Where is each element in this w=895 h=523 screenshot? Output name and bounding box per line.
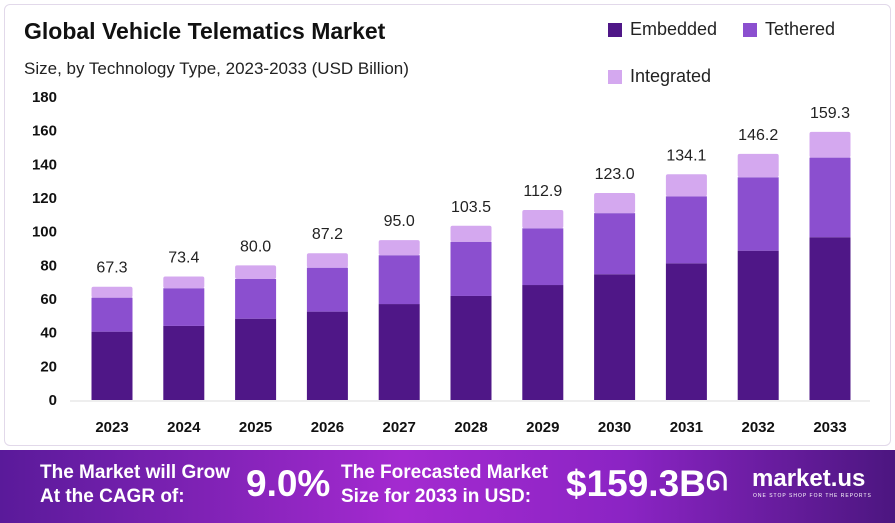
x-tick-label: 2025 (239, 419, 272, 436)
bar-segment-integrated (737, 153, 779, 178)
bar-segment-embedded (522, 285, 564, 400)
bar-segment-integrated (809, 131, 851, 158)
bar-segment-tethered (378, 255, 420, 305)
brand-name: market.us (752, 465, 866, 492)
y-tick-label: 60 (40, 291, 57, 308)
bar-segment-tethered (450, 241, 492, 296)
legend-label: Integrated (630, 66, 712, 86)
data-label-total: 123.0 (595, 166, 635, 183)
bar-segment-tethered (665, 196, 707, 264)
y-tick-label: 0 (49, 392, 57, 409)
stacked-bar-chart: 0 20 40 60 80 100 120 140 160 180 67.3 2023 73.4 2024… (32, 89, 870, 436)
bar-segment-integrated (522, 209, 564, 229)
chart-frame (4, 4, 891, 446)
forecast-label-2: Size for 2033 in USD: (341, 486, 532, 507)
chart-title: Global Vehicle Telematics Market (24, 18, 386, 44)
data-label-total: 95.0 (384, 213, 415, 230)
bar-segment-integrated (163, 276, 205, 289)
legend-label: Embedded (630, 19, 718, 39)
x-tick-label: 2026 (311, 419, 344, 436)
bar-segment-tethered (91, 297, 133, 332)
bar-segment-integrated (91, 286, 133, 298)
data-label-total: 103.5 (451, 199, 491, 216)
x-tick-label: 2027 (383, 419, 416, 436)
bar-segment-embedded (809, 237, 851, 400)
data-label-total: 146.2 (738, 127, 778, 144)
bar-segment-integrated (594, 192, 636, 214)
data-label-total: 134.1 (666, 147, 706, 164)
bar-segment-integrated (306, 253, 348, 268)
x-tick-label: 2031 (670, 419, 703, 436)
cagr-label-1: The Market will Grow (40, 462, 231, 483)
bar-segment-embedded (91, 331, 133, 400)
bar-segment-tethered (306, 267, 348, 312)
chart-subtitle: Size, by Technology Type, 2023-2033 (USD… (24, 59, 409, 78)
x-tick-label: 2032 (742, 419, 775, 436)
legend-embedded: Embedded (608, 19, 717, 40)
brand-logo-icon: ᘏ (706, 466, 728, 496)
bar-segment-tethered (809, 157, 851, 238)
y-tick-label: 140 (32, 156, 57, 173)
bar-segment-integrated (450, 225, 492, 242)
legend-swatch-tethered (743, 22, 757, 37)
bar-segment-tethered (163, 288, 205, 326)
y-tick-label: 160 (32, 123, 57, 140)
data-label-total: 80.0 (240, 238, 271, 255)
bar-segment-embedded (737, 250, 779, 400)
x-tick-label: 2033 (813, 419, 846, 436)
bar-segment-embedded (378, 304, 420, 400)
y-tick-label: 80 (40, 257, 57, 274)
y-tick-label: 180 (32, 89, 57, 106)
bar-segment-embedded (665, 263, 707, 400)
bar-segment-embedded (594, 274, 636, 400)
legend-integrated: Integrated (608, 66, 711, 87)
x-tick-label: 2028 (454, 419, 487, 436)
cagr-value: 9.0% (246, 463, 331, 504)
bar-segment-tethered (522, 228, 564, 286)
legend-label: Tethered (765, 19, 836, 39)
bar-segment-integrated (235, 265, 277, 279)
summary-banner: The Market will Grow At the CAGR of: 9.0… (0, 450, 895, 523)
bar-segment-tethered (235, 278, 277, 319)
data-label-total: 67.3 (96, 260, 127, 277)
y-tick-label: 20 (40, 358, 57, 375)
data-label-total: 159.3 (810, 105, 850, 122)
bar-segment-embedded (450, 295, 492, 400)
y-tick-label: 100 (32, 224, 57, 241)
bar-segment-integrated (378, 240, 420, 256)
forecast-value: $159.3B (566, 463, 706, 504)
bar-segment-tethered (594, 213, 636, 275)
bar-segment-embedded (235, 318, 277, 400)
bar-segment-embedded (306, 311, 348, 400)
data-label-total: 87.2 (312, 226, 343, 243)
y-tick-label: 120 (32, 190, 57, 207)
bar-segment-embedded (163, 325, 205, 400)
x-tick-label: 2029 (526, 419, 559, 436)
x-tick-label: 2030 (598, 419, 631, 436)
data-label-total: 73.4 (168, 249, 199, 266)
legend-swatch-embedded (608, 22, 622, 37)
legend-tethered: Tethered (743, 19, 835, 40)
data-label-total: 112.9 (523, 183, 562, 200)
bar-segment-integrated (665, 174, 707, 197)
forecast-label-1: The Forecasted Market (341, 462, 548, 483)
bar-segment-tethered (737, 177, 779, 251)
cagr-label-2: At the CAGR of: (40, 486, 185, 507)
brand-tagline: ONE STOP SHOP FOR THE REPORTS (753, 493, 872, 499)
x-tick-label: 2024 (167, 419, 201, 436)
y-tick-label: 40 (40, 325, 57, 342)
x-tick-label: 2023 (95, 419, 128, 436)
legend-swatch-integrated (608, 69, 622, 84)
